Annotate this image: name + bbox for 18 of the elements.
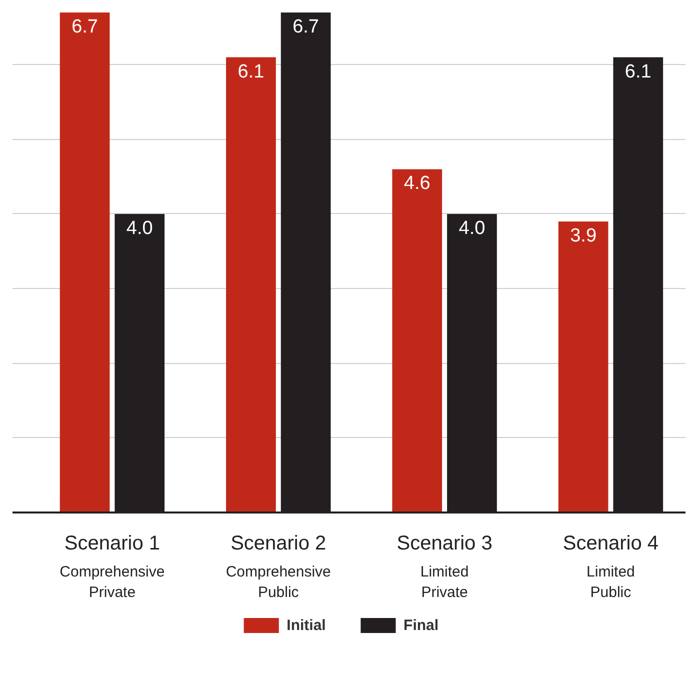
data-label: 6.1 — [624, 61, 652, 82]
category-label: Scenario 3 Limited Private — [396, 532, 492, 601]
bar — [226, 57, 276, 512]
category-label: Scenario 2 Comprehensive Public — [226, 532, 331, 601]
legend-label: Final — [404, 617, 439, 634]
data-label: 4.0 — [458, 218, 486, 239]
category-label: Scenario 1 Comprehensive Private — [60, 532, 165, 601]
data-label: 6.7 — [72, 16, 98, 38]
category-label: Scenario 4 Limited Public — [562, 532, 659, 601]
data-label: 4.0 — [126, 218, 153, 239]
bar — [392, 169, 442, 512]
data-label: 3.9 — [570, 225, 597, 246]
data-label: 6.7 — [292, 16, 320, 38]
data-label: 6.1 — [238, 61, 264, 82]
legend-label: Initial — [286, 617, 326, 634]
data-label: 4.6 — [404, 173, 430, 194]
bar — [558, 221, 608, 512]
bar — [60, 12, 110, 512]
